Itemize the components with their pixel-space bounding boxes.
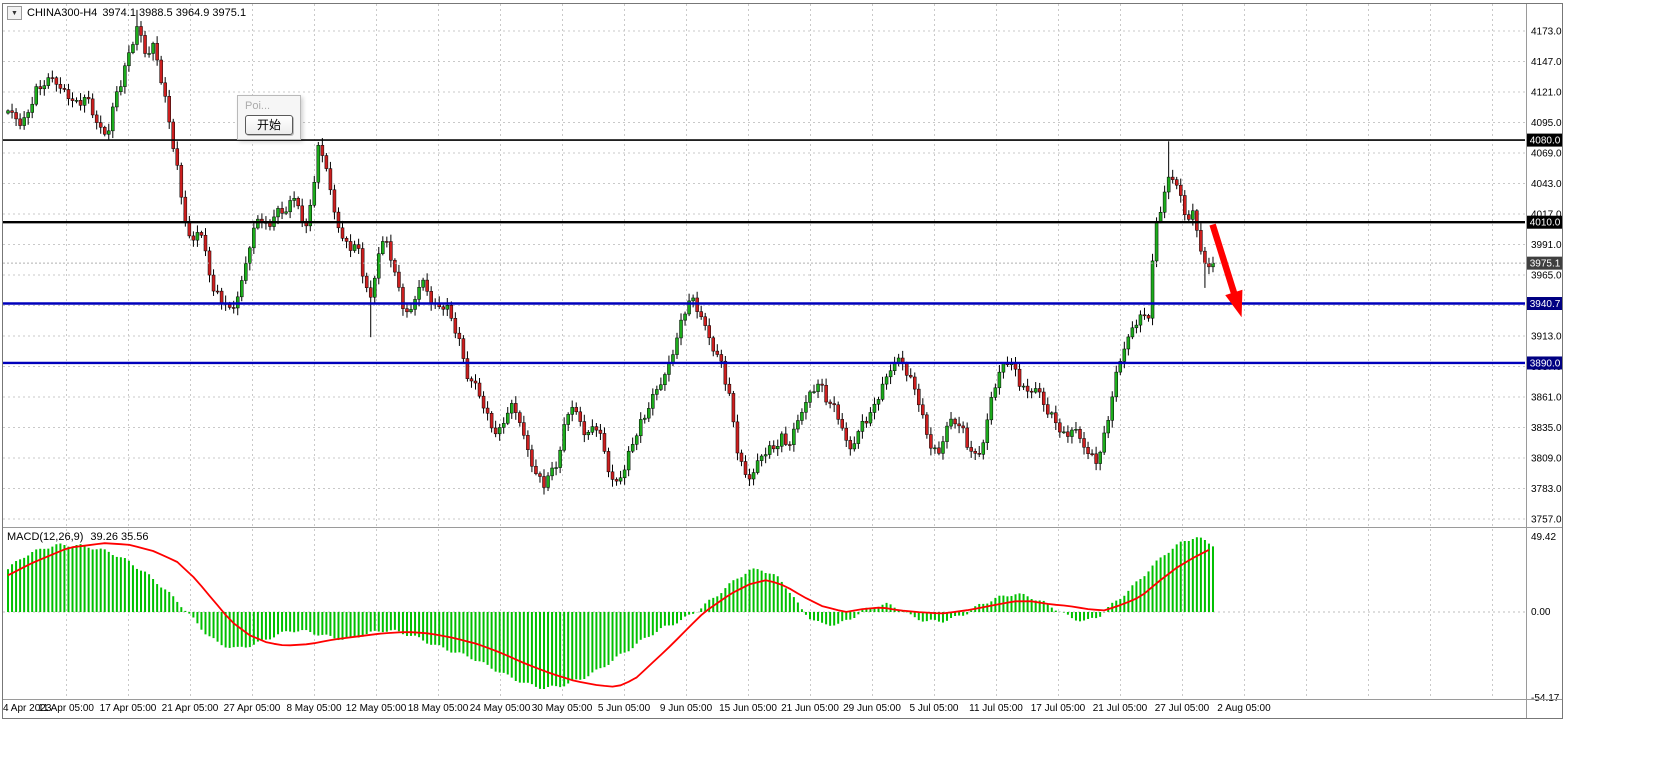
macd-signal-line[interactable] bbox=[7, 542, 1210, 688]
price-badges: 4080.0 4010.0 3940.7 3890.0 3975.1 bbox=[1527, 133, 1563, 370]
price-tick-label: 4069.0 bbox=[1531, 149, 1562, 160]
price-badge-3890.0 bbox=[1527, 356, 1563, 370]
date-tick-label: 5 Jun 05:00 bbox=[598, 703, 651, 714]
macd-indicator-label: MACD(12,26,9) 39.26 35.56 bbox=[7, 531, 149, 543]
macd-name-label: MACD(12,26,9) bbox=[7, 531, 84, 543]
start-button[interactable]: 开始 bbox=[245, 115, 293, 135]
candlestick-series bbox=[6, 9, 1215, 495]
date-tick-label: 17 Jul 05:00 bbox=[1031, 703, 1086, 714]
price-tick-label: 3965.0 bbox=[1531, 271, 1562, 282]
macd-axis-label: -54.17 bbox=[1531, 693, 1560, 704]
date-tick-label: 21 Apr 05:00 bbox=[162, 703, 219, 714]
date-tick-label: 12 May 05:00 bbox=[346, 703, 407, 714]
level-lines[interactable] bbox=[3, 139, 1525, 365]
date-tick-label: 21 Jun 05:00 bbox=[781, 703, 839, 714]
price-badge-4010.0-label: 4010.0 bbox=[1530, 218, 1561, 229]
date-tick-label: 5 Jul 05:00 bbox=[910, 703, 959, 714]
date-tick-label: 9 Jun 05:00 bbox=[660, 703, 713, 714]
macd-axis-labels[interactable]: 49.42 0.00 -54.17 bbox=[1531, 532, 1560, 704]
price-tick-label: 4095.0 bbox=[1531, 118, 1562, 129]
date-tick-label: 27 Apr 05:00 bbox=[224, 703, 281, 714]
price-badge-3940.7-label: 3940.7 bbox=[1530, 299, 1561, 310]
date-tick-label: 27 Jul 05:00 bbox=[1155, 703, 1210, 714]
price-tick-label: 3991.0 bbox=[1531, 240, 1562, 251]
date-tick-label: 18 May 05:00 bbox=[408, 703, 469, 714]
price-tick-label: 4147.0 bbox=[1531, 57, 1562, 68]
current-price-badge-label: 3975.1 bbox=[1530, 259, 1561, 270]
date-tick-label: 17 Apr 05:00 bbox=[100, 703, 157, 714]
date-tick-label: 15 Jun 05:00 bbox=[719, 703, 777, 714]
price-badge-3890.0-label: 3890.0 bbox=[1530, 358, 1561, 369]
symbol-timeframe-label: CHINA300-H4 bbox=[27, 7, 98, 19]
macd-histogram bbox=[7, 537, 1214, 689]
chevron-down-icon[interactable]: ▼ bbox=[7, 6, 22, 20]
price-badge-4080.0-label: 4080.0 bbox=[1530, 136, 1561, 147]
ohlc-quote-label: 3974.1 3988.5 3964.9 3975.1 bbox=[102, 7, 247, 19]
price-tick-label: 3835.0 bbox=[1531, 423, 1562, 434]
macd-values-label: 39.26 35.56 bbox=[90, 531, 149, 543]
price-tick-label: 3861.0 bbox=[1531, 393, 1562, 404]
popup-disabled-item: Poi... bbox=[245, 100, 271, 112]
macd-axis-label: 49.42 bbox=[1531, 532, 1556, 543]
date-tick-label: 2 Aug 05:00 bbox=[1217, 703, 1271, 714]
price-tick-label: 3783.0 bbox=[1531, 484, 1562, 495]
price-tick-label: 4017.0 bbox=[1531, 210, 1562, 221]
date-tick-label: 24 May 05:00 bbox=[470, 703, 531, 714]
macd-axis-label: 0.00 bbox=[1531, 607, 1551, 618]
chart-header: ▼ CHINA300-H4 3974.1 3988.5 3964.9 3975.… bbox=[7, 6, 246, 20]
price-tick-label: 4121.0 bbox=[1531, 88, 1562, 99]
floating-popup: Poi... 开始 bbox=[237, 95, 301, 140]
current-price-badge bbox=[1527, 256, 1563, 270]
price-tick-label: 3913.0 bbox=[1531, 332, 1562, 343]
date-tick-label: 8 May 05:00 bbox=[286, 703, 341, 714]
price-gridlines bbox=[3, 30, 1525, 520]
price-tick-label: 3809.0 bbox=[1531, 454, 1562, 465]
date-tick-label: 21 Jul 05:00 bbox=[1093, 703, 1148, 714]
date-tick-label: 4 Apr 2023 bbox=[3, 703, 52, 714]
date-tick-label: 30 May 05:00 bbox=[532, 703, 593, 714]
date-tick-label: 11 Apr 05:00 bbox=[38, 703, 94, 714]
chart-frame bbox=[2, 3, 1563, 719]
price-badge-4080.0 bbox=[1527, 133, 1563, 147]
price-badge-4010.0 bbox=[1527, 215, 1563, 229]
price-tick-label: 4043.0 bbox=[1531, 179, 1562, 190]
price-tick-label: 4173.0 bbox=[1531, 27, 1562, 38]
price-tick-label: 3757.0 bbox=[1531, 515, 1562, 526]
trend-arrow[interactable] bbox=[1209, 223, 1243, 318]
date-tick-label: 29 Jun 05:00 bbox=[843, 703, 901, 714]
price-badge-3940.7 bbox=[1527, 297, 1563, 311]
date-tick-label: 11 Jul 05:00 bbox=[969, 703, 1023, 714]
